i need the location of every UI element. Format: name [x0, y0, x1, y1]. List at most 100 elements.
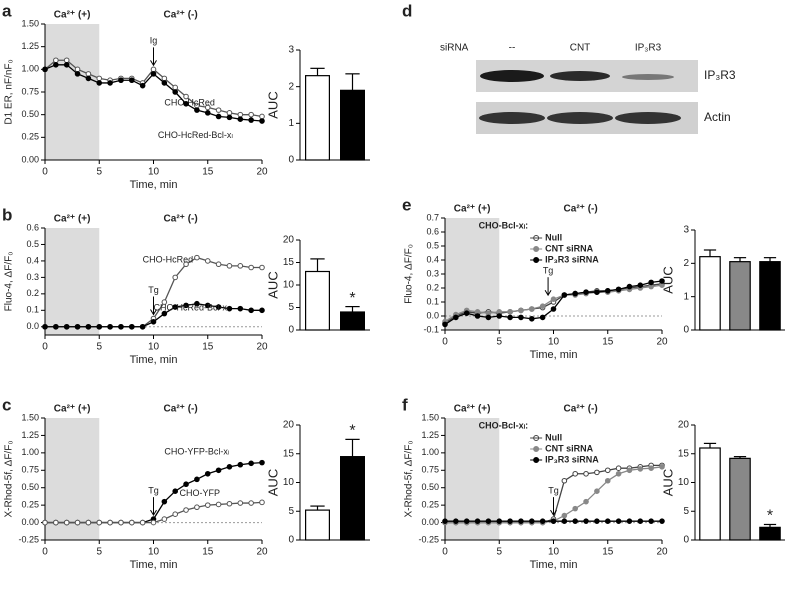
panel-letter: c: [2, 395, 11, 414]
data-point: [507, 314, 513, 321]
data-point: [204, 302, 211, 309]
condition-label: Ca²⁺ (-): [564, 204, 598, 215]
y-tick-label: 0.75: [21, 86, 39, 96]
bar: [305, 509, 331, 541]
data-point: [626, 467, 633, 474]
data-point: [161, 299, 168, 305]
data-point: [150, 519, 157, 526]
condition-label: Ca²⁺ (-): [164, 214, 198, 225]
y-tick-label: 1.50: [421, 412, 439, 422]
data-point: [604, 518, 611, 524]
y-tick-label: 0.00: [21, 154, 39, 164]
x-axis-label: Time, min: [130, 559, 178, 571]
data-point: [259, 118, 265, 124]
y-tick-label: 0.2: [426, 282, 439, 292]
y-tick-label: 0.3: [426, 268, 439, 278]
annotation-label: Tg: [543, 266, 554, 276]
data-point: [161, 516, 168, 522]
data-point: [604, 477, 611, 484]
data-point: [539, 303, 546, 310]
data-point: [139, 323, 146, 330]
y-tick-label: 0.50: [21, 482, 39, 492]
data-point: [626, 518, 633, 524]
y-tick-label: 1.25: [421, 430, 439, 440]
significance-mark: *: [349, 290, 355, 307]
data-point: [204, 470, 211, 477]
data-point: [85, 75, 92, 82]
condition-label: Ca²⁺ (+): [454, 404, 491, 415]
data-point: [161, 75, 168, 82]
data-point: [226, 464, 233, 470]
lane-label: --: [509, 43, 516, 54]
data-point: [74, 66, 81, 73]
lane-label: IP₃R3: [635, 43, 662, 54]
data-point: [637, 466, 644, 472]
data-point: [53, 62, 59, 68]
data-point: [659, 278, 665, 284]
y-tick-label: 0.00: [421, 517, 439, 527]
y-tick-label: -0.25: [18, 534, 39, 544]
significance-mark: *: [349, 423, 355, 440]
data-point: [215, 501, 222, 508]
legend-label: CNT siRNA: [545, 243, 594, 253]
data-point: [183, 261, 189, 268]
data-point: [626, 283, 633, 290]
bar: [729, 261, 751, 331]
data-point: [550, 296, 557, 303]
data-point: [237, 111, 244, 118]
data-point: [42, 323, 48, 330]
legend-label: IP₃R3 siRNA: [545, 254, 599, 264]
data-point: [129, 323, 135, 330]
y-tick-label: 0.2: [26, 288, 39, 298]
data-point: [96, 519, 103, 526]
y-tick-label: 20: [678, 420, 690, 431]
x-tick-label: 20: [656, 547, 668, 558]
y-tick-label: 0.1: [26, 305, 39, 315]
data-point: [96, 75, 103, 82]
y-tick-label: 20: [283, 235, 295, 246]
data-point: [561, 518, 568, 524]
data-point: [42, 66, 48, 73]
data-point: [226, 114, 233, 121]
x-tick-label: 0: [42, 547, 48, 558]
data-point: [226, 263, 233, 269]
data-point: [215, 113, 222, 120]
data-point: [594, 488, 600, 495]
data-point: [248, 111, 254, 118]
data-point: [572, 518, 579, 524]
data-point: [183, 100, 189, 107]
condition-label: Ca²⁺ (-): [564, 404, 598, 415]
x-tick-label: 10: [548, 547, 560, 558]
y-tick-label: 0.6: [426, 226, 439, 236]
data-point: [604, 467, 611, 474]
annotation-label: Tg: [148, 285, 159, 295]
shaded-region: [45, 418, 100, 540]
y-tick-label: 3: [288, 45, 294, 56]
y-tick-label: 5: [683, 506, 689, 517]
data-point: [53, 323, 59, 330]
legend-title: CHO-Bcl-xₗ:: [479, 220, 529, 230]
data-point: [637, 282, 644, 289]
panel-letter: e: [402, 195, 411, 214]
y-tick-label: 0.4: [426, 254, 439, 264]
data-point: [583, 470, 589, 477]
y-tick-label: 0.5: [426, 240, 439, 250]
data-point: [550, 518, 557, 524]
data-point: [583, 518, 589, 524]
data-point: [637, 518, 644, 524]
y-tick-label: 0: [288, 535, 294, 546]
data-point: [474, 518, 481, 524]
panel-letter: f: [402, 395, 408, 414]
bar: [699, 447, 721, 541]
x-tick-label: 20: [256, 342, 268, 353]
data-point: [172, 274, 178, 281]
data-point: [572, 505, 579, 512]
data-point: [529, 518, 535, 524]
y-tick-label: 0: [683, 325, 689, 336]
data-point: [226, 110, 233, 116]
data-point: [63, 323, 70, 330]
y-tick-label: 0.6: [26, 222, 39, 232]
x-tick-label: 20: [256, 167, 268, 178]
data-point: [194, 300, 200, 307]
data-point: [129, 77, 135, 84]
